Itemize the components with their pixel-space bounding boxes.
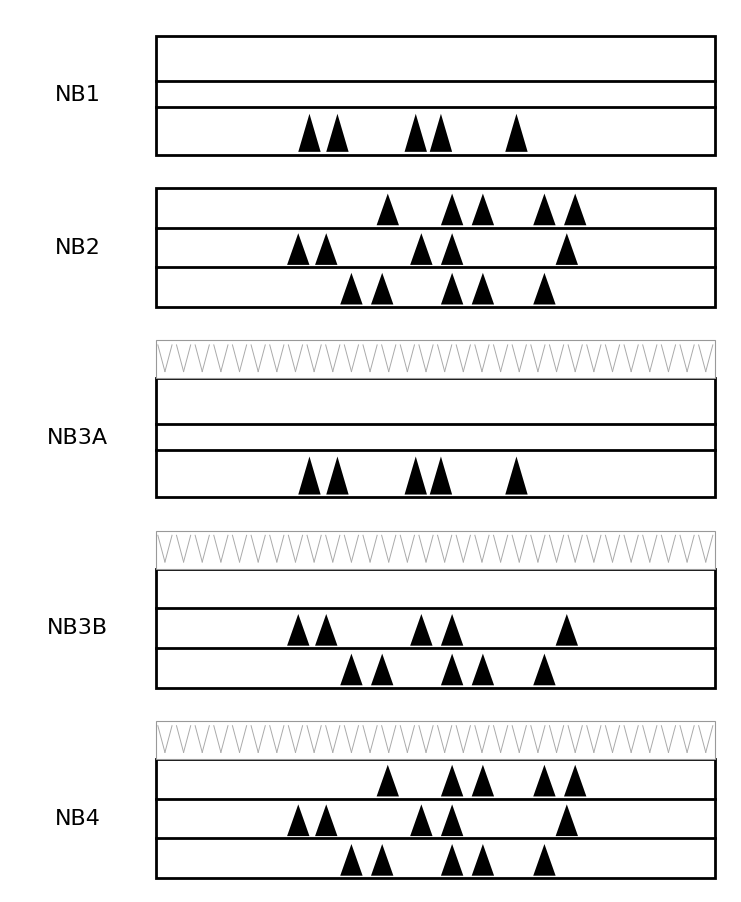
Polygon shape [441, 272, 463, 305]
Polygon shape [534, 194, 556, 226]
Polygon shape [556, 234, 578, 265]
Polygon shape [534, 765, 556, 796]
Bar [156, 188, 715, 307]
Polygon shape [326, 456, 348, 494]
Text: NB1: NB1 [55, 85, 101, 106]
Polygon shape [371, 654, 393, 686]
Polygon shape [564, 765, 586, 796]
Polygon shape [472, 654, 494, 686]
Polygon shape [315, 805, 337, 836]
Polygon shape [472, 844, 494, 876]
Polygon shape [472, 194, 494, 226]
Polygon shape [287, 234, 310, 265]
Polygon shape [340, 844, 362, 876]
Polygon shape [534, 844, 556, 876]
Polygon shape [315, 234, 337, 265]
Polygon shape [430, 456, 452, 494]
Bar [156, 36, 715, 155]
Polygon shape [441, 765, 463, 796]
Bar [156, 721, 715, 759]
Polygon shape [411, 234, 433, 265]
Polygon shape [411, 614, 433, 646]
Text: NB3B: NB3B [47, 618, 108, 639]
Polygon shape [376, 765, 399, 796]
Polygon shape [299, 456, 321, 494]
Polygon shape [472, 765, 494, 796]
Text: NB3A: NB3A [47, 428, 108, 448]
Polygon shape [340, 654, 362, 686]
Polygon shape [441, 234, 463, 265]
Polygon shape [371, 844, 393, 876]
Polygon shape [430, 114, 452, 152]
Polygon shape [441, 805, 463, 836]
Polygon shape [534, 272, 556, 305]
Polygon shape [287, 805, 310, 836]
Bar [156, 340, 715, 379]
Polygon shape [376, 194, 399, 226]
Polygon shape [505, 114, 528, 152]
Polygon shape [326, 114, 348, 152]
Polygon shape [556, 614, 578, 646]
Text: NB2: NB2 [55, 237, 101, 257]
Polygon shape [287, 614, 310, 646]
Polygon shape [299, 114, 321, 152]
Bar [156, 379, 715, 497]
Polygon shape [411, 805, 433, 836]
Polygon shape [441, 654, 463, 686]
Polygon shape [534, 654, 556, 686]
Polygon shape [441, 194, 463, 226]
Polygon shape [405, 114, 427, 152]
Polygon shape [441, 844, 463, 876]
Polygon shape [556, 805, 578, 836]
Polygon shape [505, 456, 528, 494]
Polygon shape [315, 614, 337, 646]
Text: NB4: NB4 [55, 809, 101, 829]
Bar [156, 759, 715, 879]
Polygon shape [371, 272, 393, 305]
Bar [156, 569, 715, 688]
Polygon shape [405, 456, 427, 494]
Polygon shape [472, 272, 494, 305]
Polygon shape [564, 194, 586, 226]
Bar [156, 530, 715, 569]
Polygon shape [340, 272, 362, 305]
Polygon shape [441, 614, 463, 646]
